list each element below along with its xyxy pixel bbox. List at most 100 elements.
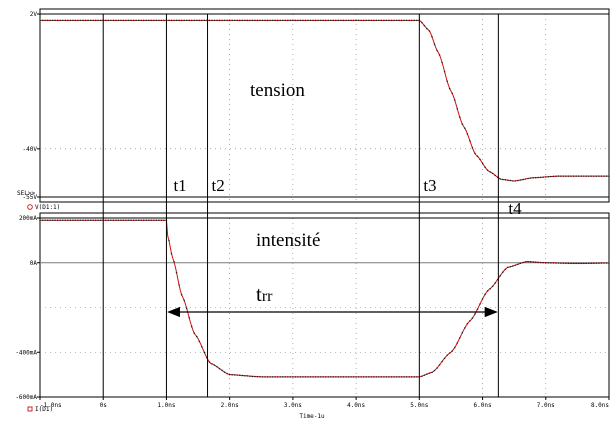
voltage-trace-point xyxy=(155,19,158,22)
current-trace-point xyxy=(588,262,590,265)
voltage-trace-point xyxy=(312,19,314,22)
current-legend: I(D1) xyxy=(27,406,53,413)
current-trace-point xyxy=(115,219,117,221)
voltage-trace-point xyxy=(284,19,287,22)
voltage-y-tick-label: 2V xyxy=(30,11,38,18)
current-trace-point xyxy=(370,376,373,378)
current-trace-point xyxy=(514,264,517,266)
current-trace-point xyxy=(304,376,307,378)
voltage-trace-point xyxy=(469,140,471,142)
voltage-trace-point xyxy=(211,19,213,22)
current-trace-point xyxy=(314,376,317,378)
voltage-trace-point xyxy=(547,175,550,178)
voltage-trace-point xyxy=(271,19,274,22)
current-trace-point xyxy=(279,376,281,378)
voltage-trace-point xyxy=(135,19,137,22)
current-trace-point xyxy=(327,376,330,378)
current-trace-point xyxy=(319,376,322,378)
current-trace-point xyxy=(565,262,567,264)
sel-label: SEL>> xyxy=(17,190,35,197)
voltage-trace-point xyxy=(77,19,79,22)
current-trace-point xyxy=(193,332,196,335)
current-trace-point xyxy=(173,260,175,263)
current-trace-point xyxy=(453,346,456,349)
current-trace-point xyxy=(405,376,408,378)
trr-label: trr xyxy=(256,282,273,306)
current-trace-point xyxy=(254,375,256,378)
current-trace-point xyxy=(59,219,61,221)
current-trace-point xyxy=(120,219,122,221)
current-trace-point xyxy=(562,262,565,264)
current-trace-point xyxy=(347,376,350,378)
current-trace-point xyxy=(190,325,193,328)
voltage-trace-point xyxy=(565,175,567,177)
current-trace-point xyxy=(426,373,428,375)
voltage-trace-point xyxy=(534,176,537,179)
voltage-trace-point xyxy=(246,19,249,22)
current-trace-point xyxy=(393,376,395,378)
current-trace-point xyxy=(185,307,188,310)
voltage-trace-point xyxy=(421,21,423,24)
voltage-trace-point xyxy=(89,19,92,22)
current-trace-point xyxy=(489,287,491,290)
current-trace-point xyxy=(590,262,593,264)
voltage-trace-point xyxy=(416,19,418,22)
voltage-trace-point xyxy=(153,19,155,22)
current-legend-label: I(D1) xyxy=(35,406,53,413)
current-trace-point xyxy=(39,219,41,221)
voltage-trace-point xyxy=(44,19,46,22)
voltage-trace-point xyxy=(476,155,479,158)
current-trace-point xyxy=(486,290,489,292)
current-trace-point xyxy=(340,376,342,378)
voltage-trace-point xyxy=(196,19,198,22)
voltage-trace-point xyxy=(74,19,77,22)
current-trace-point xyxy=(292,376,294,378)
current-trace-point xyxy=(517,263,519,265)
voltage-trace-point xyxy=(317,19,319,22)
current-trace-point xyxy=(231,373,233,376)
current-trace-point xyxy=(147,219,150,221)
voltage-trace-point xyxy=(502,178,504,181)
current-trace-point xyxy=(360,376,362,378)
current-trace-point xyxy=(79,219,82,221)
voltage-trace-point xyxy=(92,19,94,22)
current-trace-point xyxy=(307,376,309,378)
current-trace-point xyxy=(228,373,231,376)
current-trace-point xyxy=(582,262,585,265)
current-trace-point xyxy=(441,360,443,363)
voltage-trace-point xyxy=(390,19,393,22)
voltage-trace-point xyxy=(261,19,264,22)
voltage-trace-point xyxy=(69,19,72,22)
voltage-trace-point xyxy=(524,178,527,180)
voltage-trace-point xyxy=(223,19,226,22)
voltage-trace-point xyxy=(375,19,378,22)
marker-label-t2: t2 xyxy=(212,176,225,195)
voltage-trace-point xyxy=(443,71,446,73)
current-trace-point xyxy=(529,261,532,263)
current-trace-point xyxy=(428,372,431,374)
voltage-trace-point xyxy=(575,175,577,177)
current-trace-point xyxy=(249,375,251,377)
current-trace-point xyxy=(499,274,502,277)
voltage-trace-point xyxy=(537,176,539,179)
current-trace-point xyxy=(373,376,375,378)
current-trace-point xyxy=(226,372,228,375)
current-trace-point xyxy=(97,219,99,221)
current-trace-point xyxy=(89,219,92,221)
voltage-trace-point xyxy=(600,175,603,177)
voltage-trace-point xyxy=(342,19,345,22)
voltage-trace-point xyxy=(147,19,150,22)
voltage-trace-point xyxy=(580,175,582,177)
voltage-trace-point xyxy=(193,19,196,22)
current-trace-point xyxy=(160,219,163,221)
trr-annotation: trr xyxy=(167,282,498,318)
current-trace-point xyxy=(274,376,276,378)
current-trace-point xyxy=(552,262,555,264)
voltage-trace-point xyxy=(423,24,426,27)
current-trace-point xyxy=(69,219,72,221)
current-trace-point xyxy=(400,376,403,378)
voltage-trace-point xyxy=(127,19,130,22)
current-trace-point xyxy=(388,376,390,378)
current-trace-point xyxy=(512,265,514,267)
